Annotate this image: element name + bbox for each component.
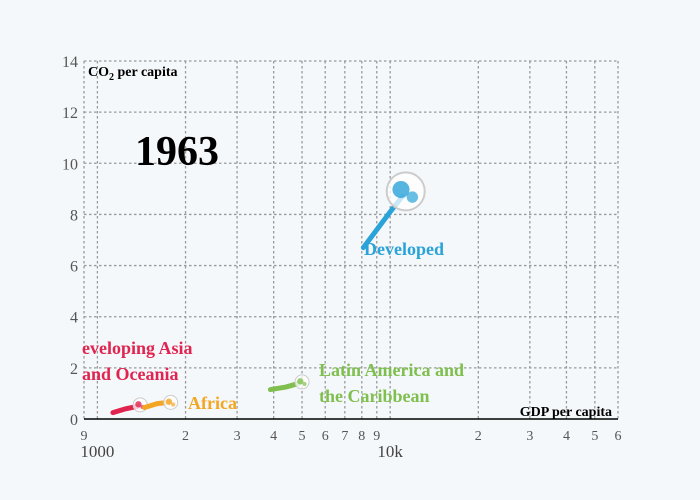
- series-label: and Oceania: [82, 364, 179, 384]
- series-label: Latin America and: [319, 360, 464, 380]
- x-minor-tick-label: 3: [234, 429, 241, 444]
- y-tick-label: 12: [62, 105, 78, 122]
- x-minor-tick-label: 4: [270, 429, 277, 444]
- series-bubble-fill: [171, 402, 176, 407]
- y-tick-label: 4: [70, 310, 78, 327]
- year-label: 1963: [135, 129, 219, 175]
- series-label: the Caribbean: [319, 386, 430, 406]
- series-trail: [267, 380, 302, 393]
- series-label: Developed: [364, 239, 444, 259]
- y-axis-title: CO2 per capita: [88, 65, 178, 83]
- x-minor-tick-label: 6: [322, 429, 329, 444]
- x-major-tick-label: 10k: [377, 442, 403, 461]
- x-major-tick-label: 1000: [80, 442, 114, 461]
- x-minor-tick-label: 9: [81, 429, 88, 444]
- x-minor-tick-label: 6: [615, 429, 622, 444]
- series-bubble-fill: [135, 401, 142, 408]
- x-minor-tick-label: 9: [373, 429, 380, 444]
- y-tick-label: 6: [70, 259, 78, 276]
- y-tick-label: 14: [62, 54, 78, 71]
- x-minor-tick-label: 3: [526, 429, 533, 444]
- x-minor-tick-label: 2: [182, 429, 189, 444]
- series-bubble-fill: [302, 381, 307, 387]
- y-tick-label: 8: [70, 207, 78, 224]
- x-minor-tick-label: 7: [341, 429, 348, 444]
- series-bubble-fill: [406, 191, 419, 203]
- series-bubble-fill: [297, 378, 304, 385]
- series-bubble-fill: [165, 398, 173, 405]
- x-minor-tick-label: 2: [475, 429, 482, 444]
- x-minor-tick-label: 4: [563, 429, 570, 444]
- series-layer: [110, 171, 426, 416]
- x-minor-tick-label: 5: [299, 429, 306, 444]
- x-axis-title: GDP per capita: [520, 405, 612, 420]
- x-minor-tick-label: 5: [591, 429, 598, 444]
- y-tick-label: 0: [70, 412, 78, 429]
- series-label: Africa: [188, 393, 237, 413]
- series-label: eveloping Asia: [82, 338, 193, 358]
- x-minor-tick-label: 8: [358, 429, 365, 444]
- series-bubble-fill: [392, 180, 410, 199]
- y-tick-label: 2: [70, 361, 78, 378]
- y-tick-label: 10: [62, 156, 78, 173]
- grid-lines: [83, 60, 619, 419]
- series-labels: Developed eveloping Asia and Oceania Africa…: [82, 239, 464, 413]
